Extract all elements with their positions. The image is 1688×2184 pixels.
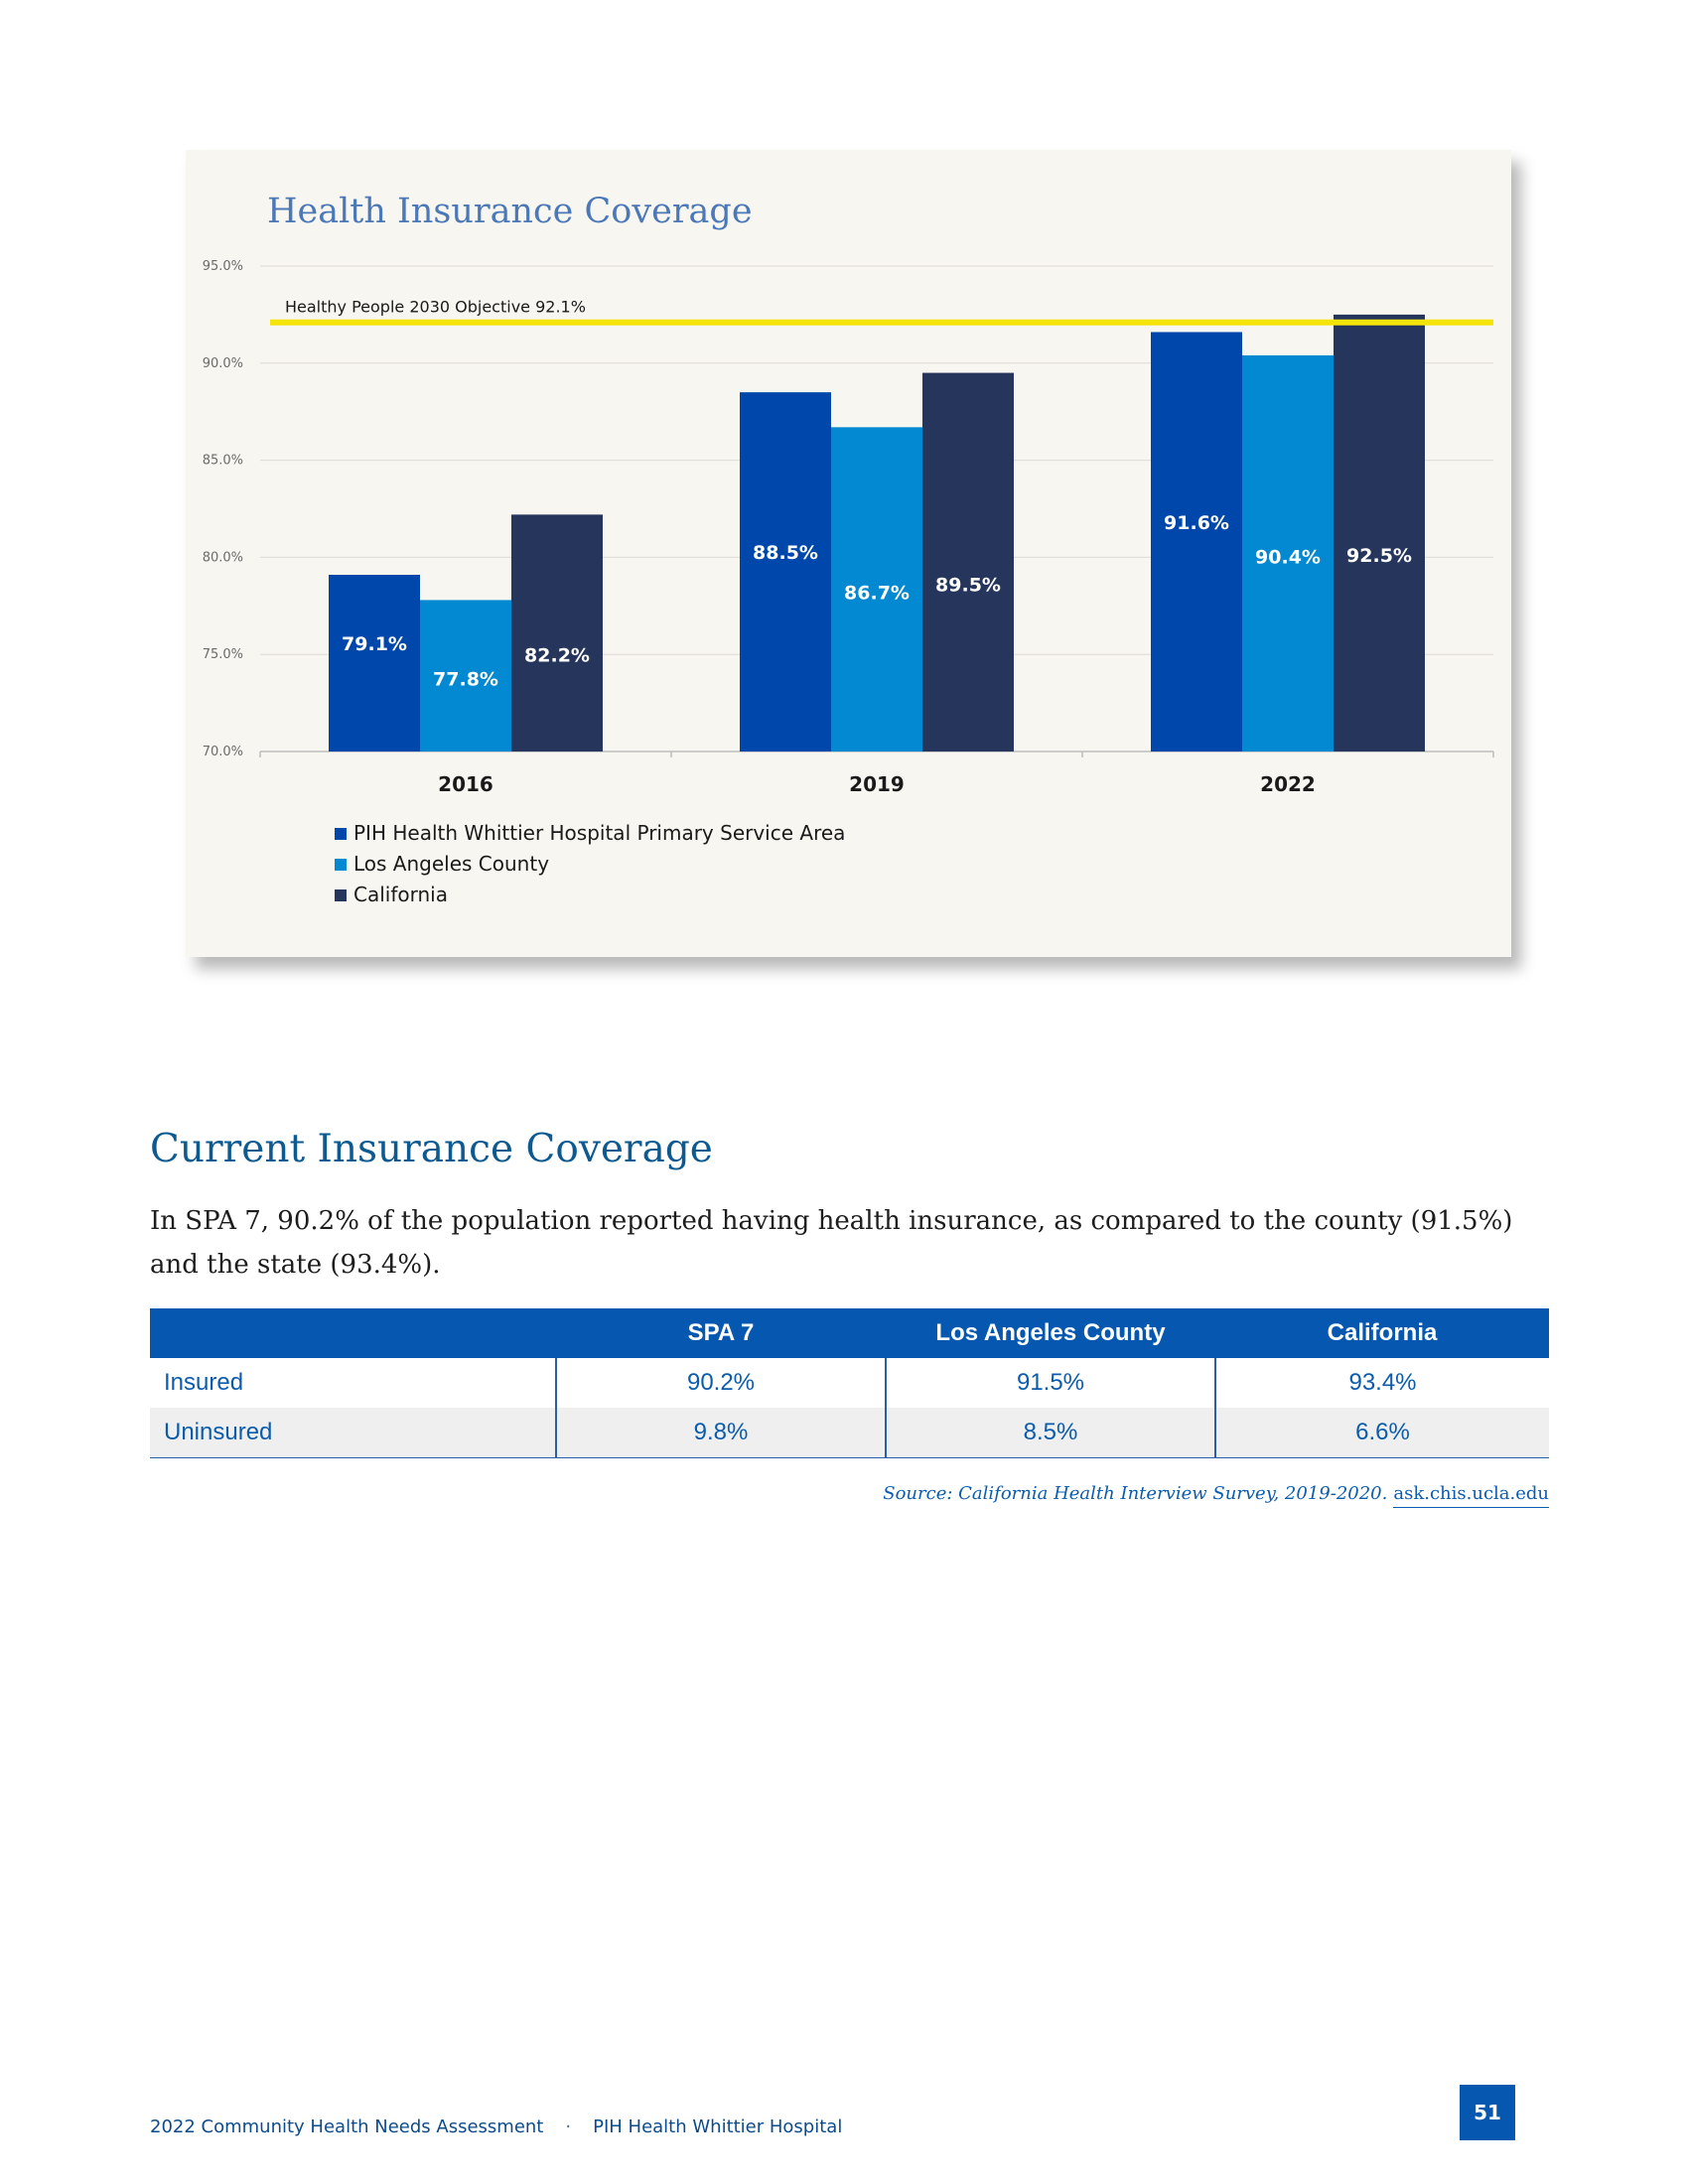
- table-cell: 90.2%: [555, 1358, 886, 1408]
- x-category-label: 2022: [1260, 772, 1316, 796]
- bar: [420, 600, 511, 751]
- data-label: 92.5%: [1346, 545, 1412, 567]
- legend-label: Los Angeles County: [353, 852, 549, 876]
- section-title: Current Insurance Coverage: [150, 1127, 713, 1171]
- header-la-county: Los Angeles County: [886, 1308, 1215, 1358]
- data-label: 91.6%: [1164, 512, 1229, 534]
- table-row: Uninsured 9.8% 8.5% 6.6%: [150, 1408, 1549, 1458]
- legend-swatch: [335, 889, 347, 901]
- data-label: 82.2%: [524, 645, 590, 667]
- table-cell: 9.8%: [555, 1408, 886, 1458]
- source-text: Source: California Health Interview Surv…: [883, 1483, 1388, 1504]
- bar: [1334, 314, 1425, 751]
- data-label: 79.1%: [342, 633, 407, 655]
- reference-line-label: Healthy People 2030 Objective 92.1%: [285, 298, 586, 317]
- health-insurance-coverage-chart: Health Insurance Coverage 70.0% 75.0% 80.0%…: [203, 192, 1494, 906]
- table-cell: 6.6%: [1214, 1408, 1549, 1458]
- y-tick-label: 85.0%: [203, 454, 243, 469]
- legend-swatch: [335, 859, 347, 871]
- data-label: 86.7%: [844, 583, 910, 605]
- legend-label: PIH Health Whittier Hospital Primary Ser…: [353, 821, 845, 845]
- y-tick-label: 80.0%: [203, 550, 243, 565]
- x-category-label: 2016: [438, 772, 493, 796]
- footer-report-title: 2022 Community Health Needs Assessment: [150, 2116, 544, 2137]
- table-cell: 8.5%: [885, 1408, 1215, 1458]
- row-label: Uninsured: [150, 1408, 556, 1458]
- legend-label: California: [353, 883, 448, 906]
- legend-swatch: [335, 828, 347, 840]
- footer-separator: ·: [565, 2116, 572, 2137]
- bar: [1242, 354, 1334, 751]
- data-label: 77.8%: [433, 669, 498, 691]
- coverage-table: SPA 7 Los Angeles County California Insu…: [150, 1308, 1549, 1458]
- table-cell: 91.5%: [885, 1358, 1215, 1408]
- y-tick-label: 90.0%: [203, 356, 243, 371]
- intro-paragraph: In SPA 7, 90.2% of the population report…: [150, 1206, 1513, 1280]
- y-tick-label: 95.0%: [203, 259, 243, 274]
- y-tick-label: 75.0%: [203, 647, 243, 662]
- bar: [511, 514, 603, 751]
- header-empty: [150, 1308, 556, 1358]
- bar: [922, 372, 1014, 751]
- bar: [1151, 332, 1242, 751]
- table-header-row: SPA 7 Los Angeles County California: [150, 1308, 1549, 1358]
- header-california: California: [1215, 1308, 1549, 1358]
- data-label: 89.5%: [935, 574, 1001, 596]
- row-label: Insured: [164, 1369, 244, 1396]
- table-row: Insured 90.2% 91.5% 93.4%: [150, 1358, 1549, 1408]
- chart-title: Health Insurance Coverage: [267, 192, 753, 231]
- x-category-label: 2019: [849, 772, 905, 796]
- footer-hospital-name: PIH Health Whittier Hospital: [593, 2116, 843, 2137]
- source-citation: Source: California Health Interview Surv…: [883, 1483, 1549, 1508]
- page-number: 51: [1460, 2085, 1515, 2140]
- y-tick-label: 70.0%: [203, 745, 243, 759]
- data-label: 90.4%: [1255, 546, 1321, 568]
- bar: [740, 392, 831, 751]
- table-cell: 93.4%: [1214, 1358, 1549, 1408]
- bar: [831, 427, 922, 751]
- bar: [329, 575, 420, 751]
- header-spa7: SPA 7: [556, 1308, 886, 1358]
- source-link[interactable]: ask.chis.ucla.edu: [1393, 1483, 1549, 1508]
- chart-card: Health Insurance Coverage 70.0% 75.0% 80.0%…: [186, 150, 1511, 957]
- page-footer: 2022 Community Health Needs Assessment · P…: [150, 2116, 842, 2137]
- data-label: 88.5%: [753, 542, 818, 564]
